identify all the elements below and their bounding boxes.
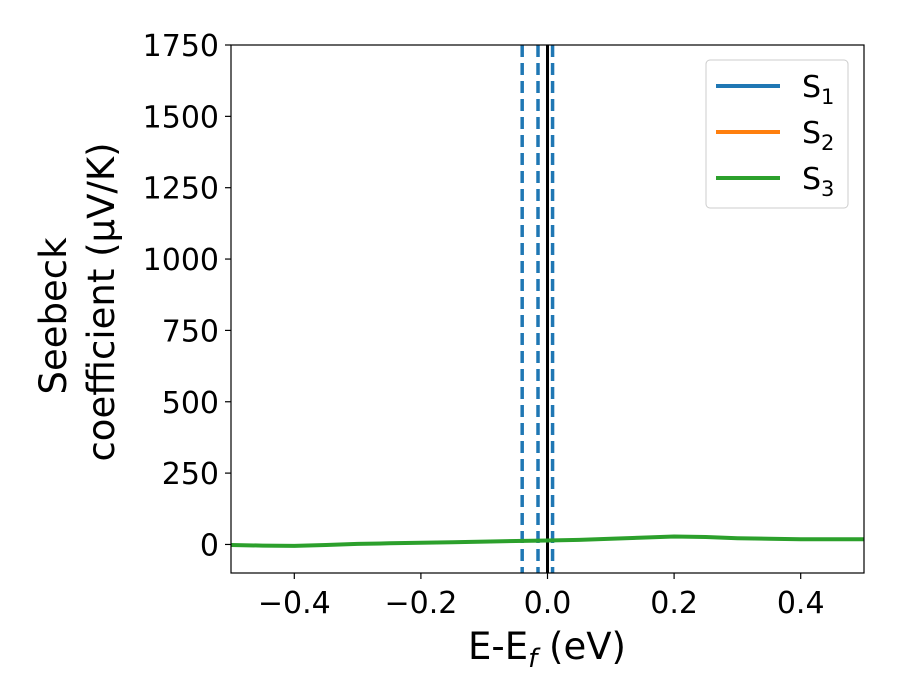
- y-tick-label: 750: [162, 314, 219, 349]
- series-line-3: [230, 534, 864, 548]
- y-tick-label: 500: [162, 386, 219, 421]
- x-tick-label: −0.4: [258, 586, 331, 621]
- legend-label-2: S2: [802, 116, 834, 155]
- x-tick-label: 0.2: [650, 586, 698, 621]
- y-tick-label: 1000: [143, 243, 219, 278]
- y-axis-label-line1: Seebeck: [32, 237, 75, 395]
- y-tick-label: 1500: [143, 100, 219, 135]
- y-tick-label: 0: [200, 528, 219, 563]
- x-tick-label: −0.2: [384, 586, 457, 621]
- x-tick-label: 0.0: [524, 586, 572, 621]
- y-tick-label: 250: [162, 457, 219, 492]
- y-axis-label-line2: coefficient (μV/K): [80, 142, 123, 461]
- legend-label-3: S3: [802, 162, 834, 201]
- x-tick-label: 0.4: [777, 586, 825, 621]
- legend: S1 S2 S3: [705, 59, 849, 209]
- legend-label-1: S1: [802, 70, 834, 109]
- y-tick-label: 1250: [143, 172, 219, 207]
- x-axis-label: E-Ef (eV): [468, 625, 626, 674]
- y-tick-label: 1750: [143, 29, 219, 64]
